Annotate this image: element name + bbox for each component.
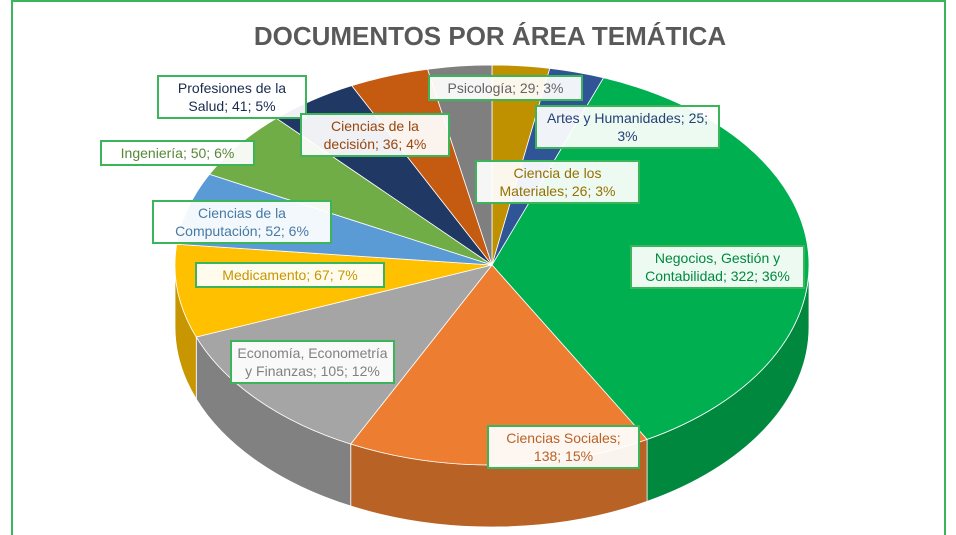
chart-title: DOCUMENTOS POR ÁREA TEMÁTICA bbox=[254, 21, 727, 51]
data-label: Negocios, Gestión y Contabilidad; 322; 3… bbox=[630, 245, 805, 289]
data-label: Ciencias Sociales; 138; 15% bbox=[487, 425, 640, 469]
data-label: Profesiones de la Salud; 41; 5% bbox=[157, 75, 307, 119]
data-label: Ciencia de los Materiales; 26; 3% bbox=[475, 160, 640, 204]
data-label: Economía, Econometría y Finanzas; 105; 1… bbox=[230, 340, 395, 384]
data-label: Ciencias de la Computación; 52; 6% bbox=[152, 200, 332, 244]
data-label: Psicología; 29; 3% bbox=[428, 75, 583, 101]
data-label: Ciencias de la decisión; 36; 4% bbox=[300, 113, 450, 157]
data-label: Medicamento; 67; 7% bbox=[195, 262, 385, 288]
frame bbox=[11, 0, 946, 535]
data-label: Ingeniería; 50; 6% bbox=[100, 140, 255, 166]
data-label: Artes y Humanidades; 25; 3% bbox=[535, 105, 720, 149]
